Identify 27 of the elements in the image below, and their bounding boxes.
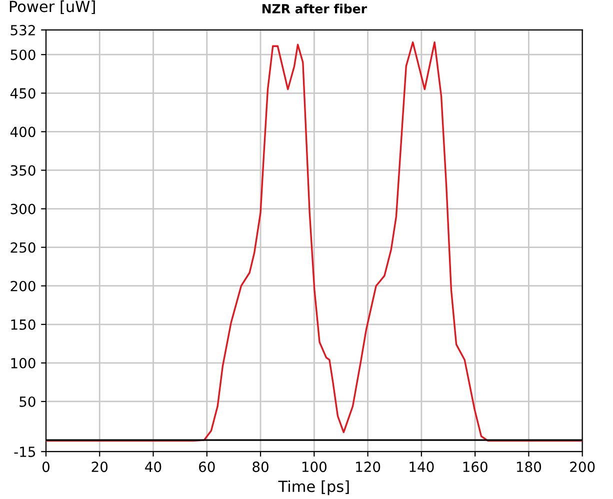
x-tick-label: 140 — [410, 462, 434, 472]
x-tick-label: 60 — [199, 462, 215, 472]
y-tick-label: 150 — [11, 319, 36, 330]
y-tick-label: 200 — [10, 280, 36, 292]
x-tick-label: 0 — [42, 462, 50, 472]
x-tick-label: 20 — [92, 462, 108, 472]
y-tick-label: 50 — [20, 396, 36, 407]
x-tick-label: 80 — [252, 462, 268, 472]
x-tick-label: 120 — [356, 462, 380, 472]
chart-title: NZR after fiber — [262, 4, 367, 14]
x-tick-label: 200 — [570, 462, 595, 472]
y-tick-label: 250 — [10, 242, 36, 253]
x-axis-title: Time [ps] — [278, 480, 349, 496]
x-tick-label: 180 — [516, 462, 542, 472]
y-tick-label: 450 — [10, 88, 36, 99]
y-tick-label: 532 — [10, 24, 35, 36]
y-axis-title: Power [uW] — [10, 0, 95, 14]
y-tick-label: 500 — [10, 50, 36, 60]
y-tick-label: 100 — [11, 358, 36, 368]
line-series — [46, 41, 582, 442]
y-tick-label: 400 — [10, 126, 36, 138]
y-tick-label: 350 — [10, 165, 36, 176]
x-tick-label: 100 — [302, 462, 326, 472]
x-tick-label: 40 — [145, 462, 162, 472]
x-tick-label: 160 — [463, 462, 488, 472]
y-tick-label: 300 — [10, 204, 36, 214]
y-tick-label: -15 — [14, 446, 36, 458]
